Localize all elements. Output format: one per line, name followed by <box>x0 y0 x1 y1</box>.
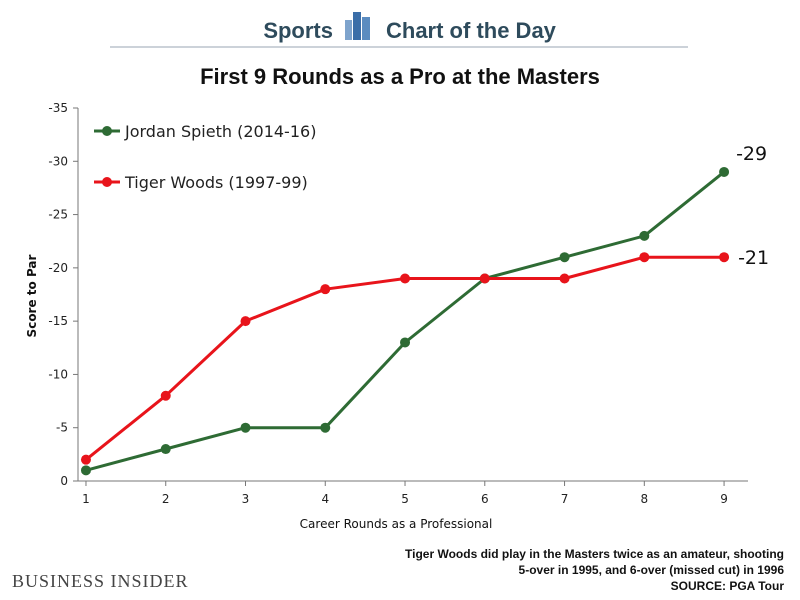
x-axis-label: Career Rounds as a Professional <box>300 517 493 531</box>
data-point <box>240 422 251 433</box>
data-point <box>639 252 650 263</box>
footnote-line-2: 5-over in 1995, and 6-over (missed cut) … <box>519 563 785 577</box>
x-axis: 1 2 3 4 5 6 7 8 9 <box>82 481 728 506</box>
legend-swatch-marker <box>102 177 112 187</box>
data-point <box>80 465 91 476</box>
data-point <box>719 252 730 263</box>
data-point <box>160 390 171 401</box>
y-tick-label: -30 <box>48 154 68 168</box>
footnote-line-1: Tiger Woods did play in the Masters twic… <box>405 547 784 561</box>
y-tick-label: 0 <box>60 474 68 488</box>
x-tick-label: 1 <box>82 492 90 506</box>
y-tick-label: -25 <box>48 208 68 222</box>
legend-swatch-marker <box>102 126 112 136</box>
y-tick-label: -15 <box>48 314 68 328</box>
x-tick-label: 4 <box>321 492 329 506</box>
y-axis-label: Score to Par <box>25 254 39 337</box>
data-point <box>400 273 411 284</box>
plot-area: 0 -5 -10 -15 -20 -25 -30 -35 1 2 3 4 5 6 7 8 9 -29 -21 J… <box>48 101 769 506</box>
header-chart-of-the-day: Chart of the Day <box>386 18 557 43</box>
data-point <box>80 454 91 465</box>
chart-title: First 9 Rounds as a Pro at the Masters <box>200 64 600 89</box>
y-tick-label: -10 <box>48 367 68 381</box>
y-axis: 0 -5 -10 -15 -20 -25 -30 -35 <box>48 101 78 488</box>
x-tick-label: 2 <box>162 492 170 506</box>
x-tick-label: 8 <box>640 492 648 506</box>
legend-entry: Tiger Woods (1997-99) <box>124 173 308 192</box>
data-point <box>320 422 331 433</box>
x-tick-label: 6 <box>481 492 489 506</box>
data-point <box>320 284 331 295</box>
end-value-label: -21 <box>738 247 769 269</box>
chart-bar-icon <box>345 12 370 40</box>
data-point <box>400 337 411 348</box>
data-point <box>160 444 171 455</box>
series-line-spieth <box>85 170 726 472</box>
header-sports: Sports <box>263 18 333 43</box>
data-point <box>240 316 251 327</box>
series-line-woods <box>85 255 725 461</box>
end-value-label: -29 <box>736 143 767 165</box>
x-tick-label: 5 <box>401 492 409 506</box>
x-tick-label: 3 <box>242 492 250 506</box>
legend-entry: Jordan Spieth (2014-16) <box>124 122 316 141</box>
y-tick-label: -20 <box>48 261 68 275</box>
x-tick-label: 7 <box>561 492 569 506</box>
brand-logo: BUSINESS INSIDER <box>12 571 189 591</box>
y-tick-label: -5 <box>56 421 68 435</box>
series-layer: -29 -21 <box>80 143 769 476</box>
data-point <box>639 230 650 241</box>
x-tick-label: 9 <box>720 492 728 506</box>
data-point <box>559 273 570 284</box>
data-point <box>559 252 570 263</box>
y-tick-label: -35 <box>48 101 68 115</box>
legend: Jordan Spieth (2014-16) Tiger Woods (1997… <box>94 122 316 192</box>
data-point <box>479 273 490 284</box>
source-note: SOURCE: PGA Tour <box>671 579 785 593</box>
data-point <box>719 166 730 177</box>
